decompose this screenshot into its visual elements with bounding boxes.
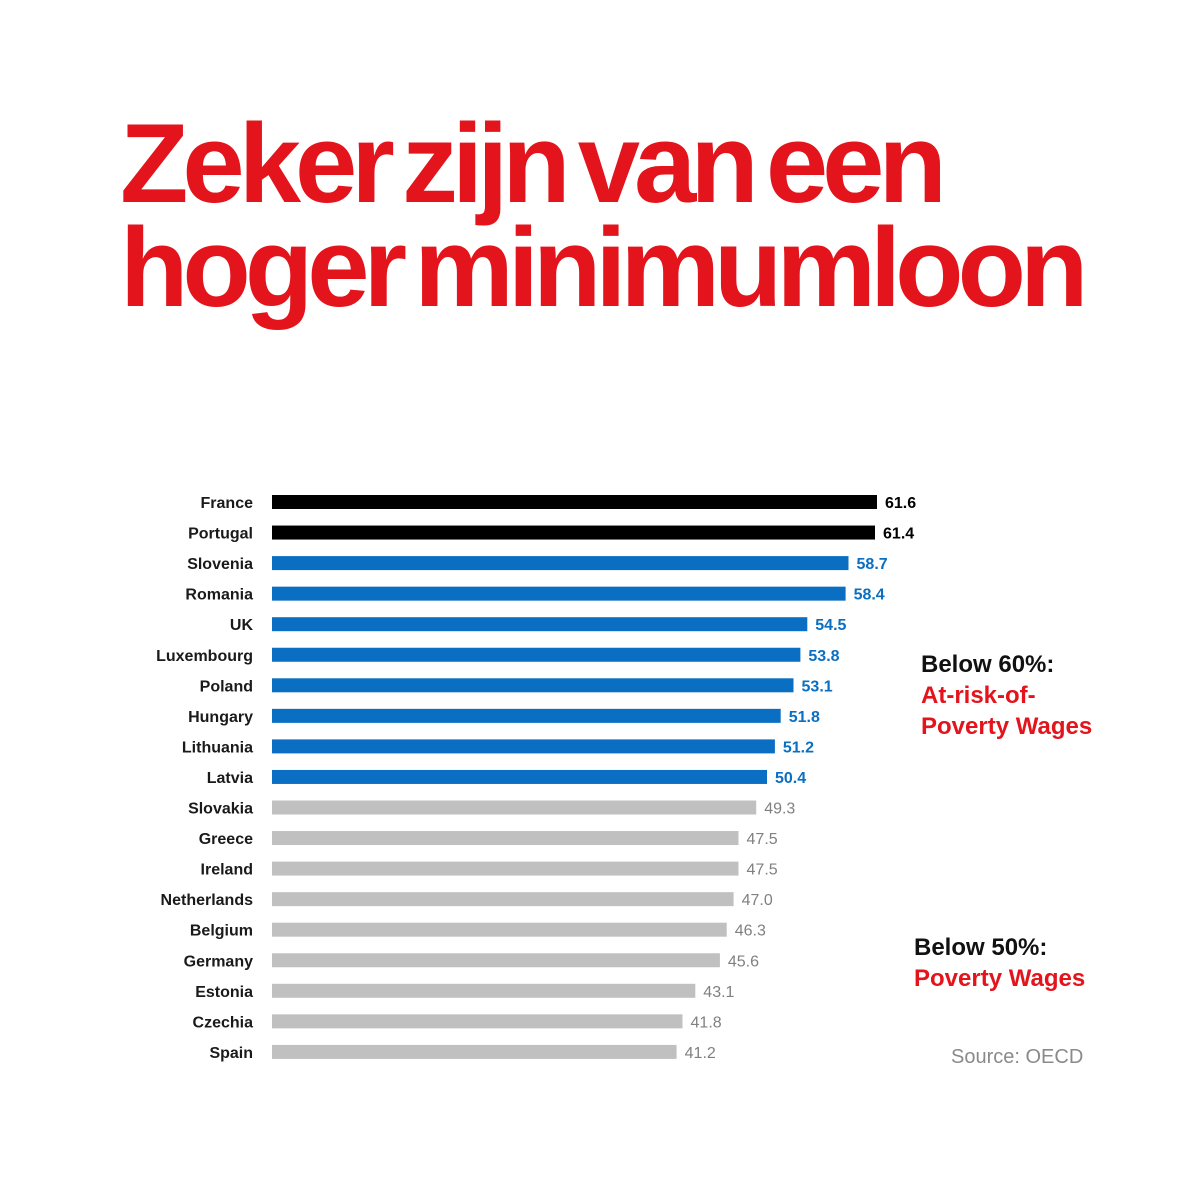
value-label-poland: 53.1 [802, 678, 833, 695]
bar-slovenia [272, 556, 849, 571]
value-label-czechia: 41.8 [691, 1014, 722, 1031]
value-label-slovakia: 49.3 [764, 801, 795, 818]
category-label-uk: UK [230, 617, 254, 634]
category-label-luxembourg: Luxembourg [156, 648, 253, 665]
value-label-netherlands: 47.0 [742, 892, 773, 909]
headline-line-1: Zeker zijn van een [120, 101, 947, 226]
annotation-below-60-title: Below 60%: [921, 651, 1055, 678]
annotation-below-50-title: Below 50%: [914, 934, 1048, 961]
value-label-latvia: 50.4 [775, 770, 806, 787]
bar-ireland [272, 861, 739, 876]
annotation-below-50-line-1: Poverty Wages [914, 965, 1086, 992]
annotation-below-60-line-2: Poverty Wages [921, 713, 1093, 740]
bar-netherlands [272, 892, 734, 907]
headline-line-2: hoger minimumloon [120, 205, 1088, 330]
annotation-below-50: Below 50%: Poverty Wages [914, 932, 1085, 994]
category-label-hungary: Hungary [188, 709, 253, 726]
source-note: Source: OECD [951, 1046, 1084, 1068]
category-label-portugal: Portugal [188, 526, 253, 543]
category-label-belgium: Belgium [190, 923, 253, 940]
bar-hungary [272, 708, 781, 723]
value-label-france: 61.6 [885, 495, 916, 512]
category-label-slovakia: Slovakia [188, 801, 253, 818]
category-label-france: France [201, 495, 254, 512]
bar-poland [272, 678, 794, 693]
bar-slovakia [272, 800, 757, 815]
value-label-estonia: 43.1 [703, 984, 734, 1001]
category-label-ireland: Ireland [201, 862, 253, 879]
category-label-czechia: Czechia [193, 1014, 254, 1031]
bar-belgium [272, 922, 727, 937]
bar-portugal [272, 525, 875, 540]
bar-greece [272, 831, 739, 846]
category-label-slovenia: Slovenia [187, 556, 253, 573]
bar-chart: France 61.6 Portugal 61.4 Slovenia 58.7 Romani… [156, 495, 916, 1062]
category-label-romania: Romania [185, 587, 253, 604]
category-label-greece: Greece [199, 831, 253, 848]
bar-latvia [272, 769, 767, 784]
bar-uk [272, 617, 808, 632]
value-label-portugal: 61.4 [883, 526, 914, 543]
bar-germany [272, 953, 720, 968]
bar-lithuania [272, 739, 775, 754]
value-label-spain: 41.2 [685, 1045, 716, 1062]
value-label-slovenia: 58.7 [857, 556, 888, 573]
value-label-romania: 58.4 [854, 587, 885, 604]
value-label-ireland: 47.5 [747, 862, 778, 879]
value-label-uk: 54.5 [815, 617, 846, 634]
category-label-estonia: Estonia [195, 984, 253, 1001]
category-label-germany: Germany [184, 953, 253, 970]
category-label-netherlands: Netherlands [161, 892, 254, 909]
value-label-belgium: 46.3 [735, 923, 766, 940]
annotation-below-60: Below 60%: At-risk-of- Poverty Wages [921, 649, 1092, 742]
category-label-poland: Poland [200, 678, 253, 695]
bar-france [272, 495, 877, 509]
value-label-germany: 45.6 [728, 953, 759, 970]
headline: Zeker zijn van een hoger minimumloon [120, 101, 1088, 330]
value-label-hungary: 51.8 [789, 709, 820, 726]
bar-estonia [272, 983, 696, 998]
annotation-below-60-line-1: At-risk-of- [921, 682, 1036, 709]
bar-spain [272, 1044, 677, 1059]
bar-romania [272, 586, 846, 601]
value-label-lithuania: 51.2 [783, 739, 814, 756]
category-label-latvia: Latvia [207, 770, 253, 787]
category-label-lithuania: Lithuania [182, 739, 253, 756]
bar-czechia [272, 1014, 683, 1029]
bar-luxembourg [272, 647, 801, 662]
category-label-spain: Spain [209, 1045, 253, 1062]
value-label-greece: 47.5 [747, 831, 778, 848]
value-label-luxembourg: 53.8 [808, 648, 839, 665]
